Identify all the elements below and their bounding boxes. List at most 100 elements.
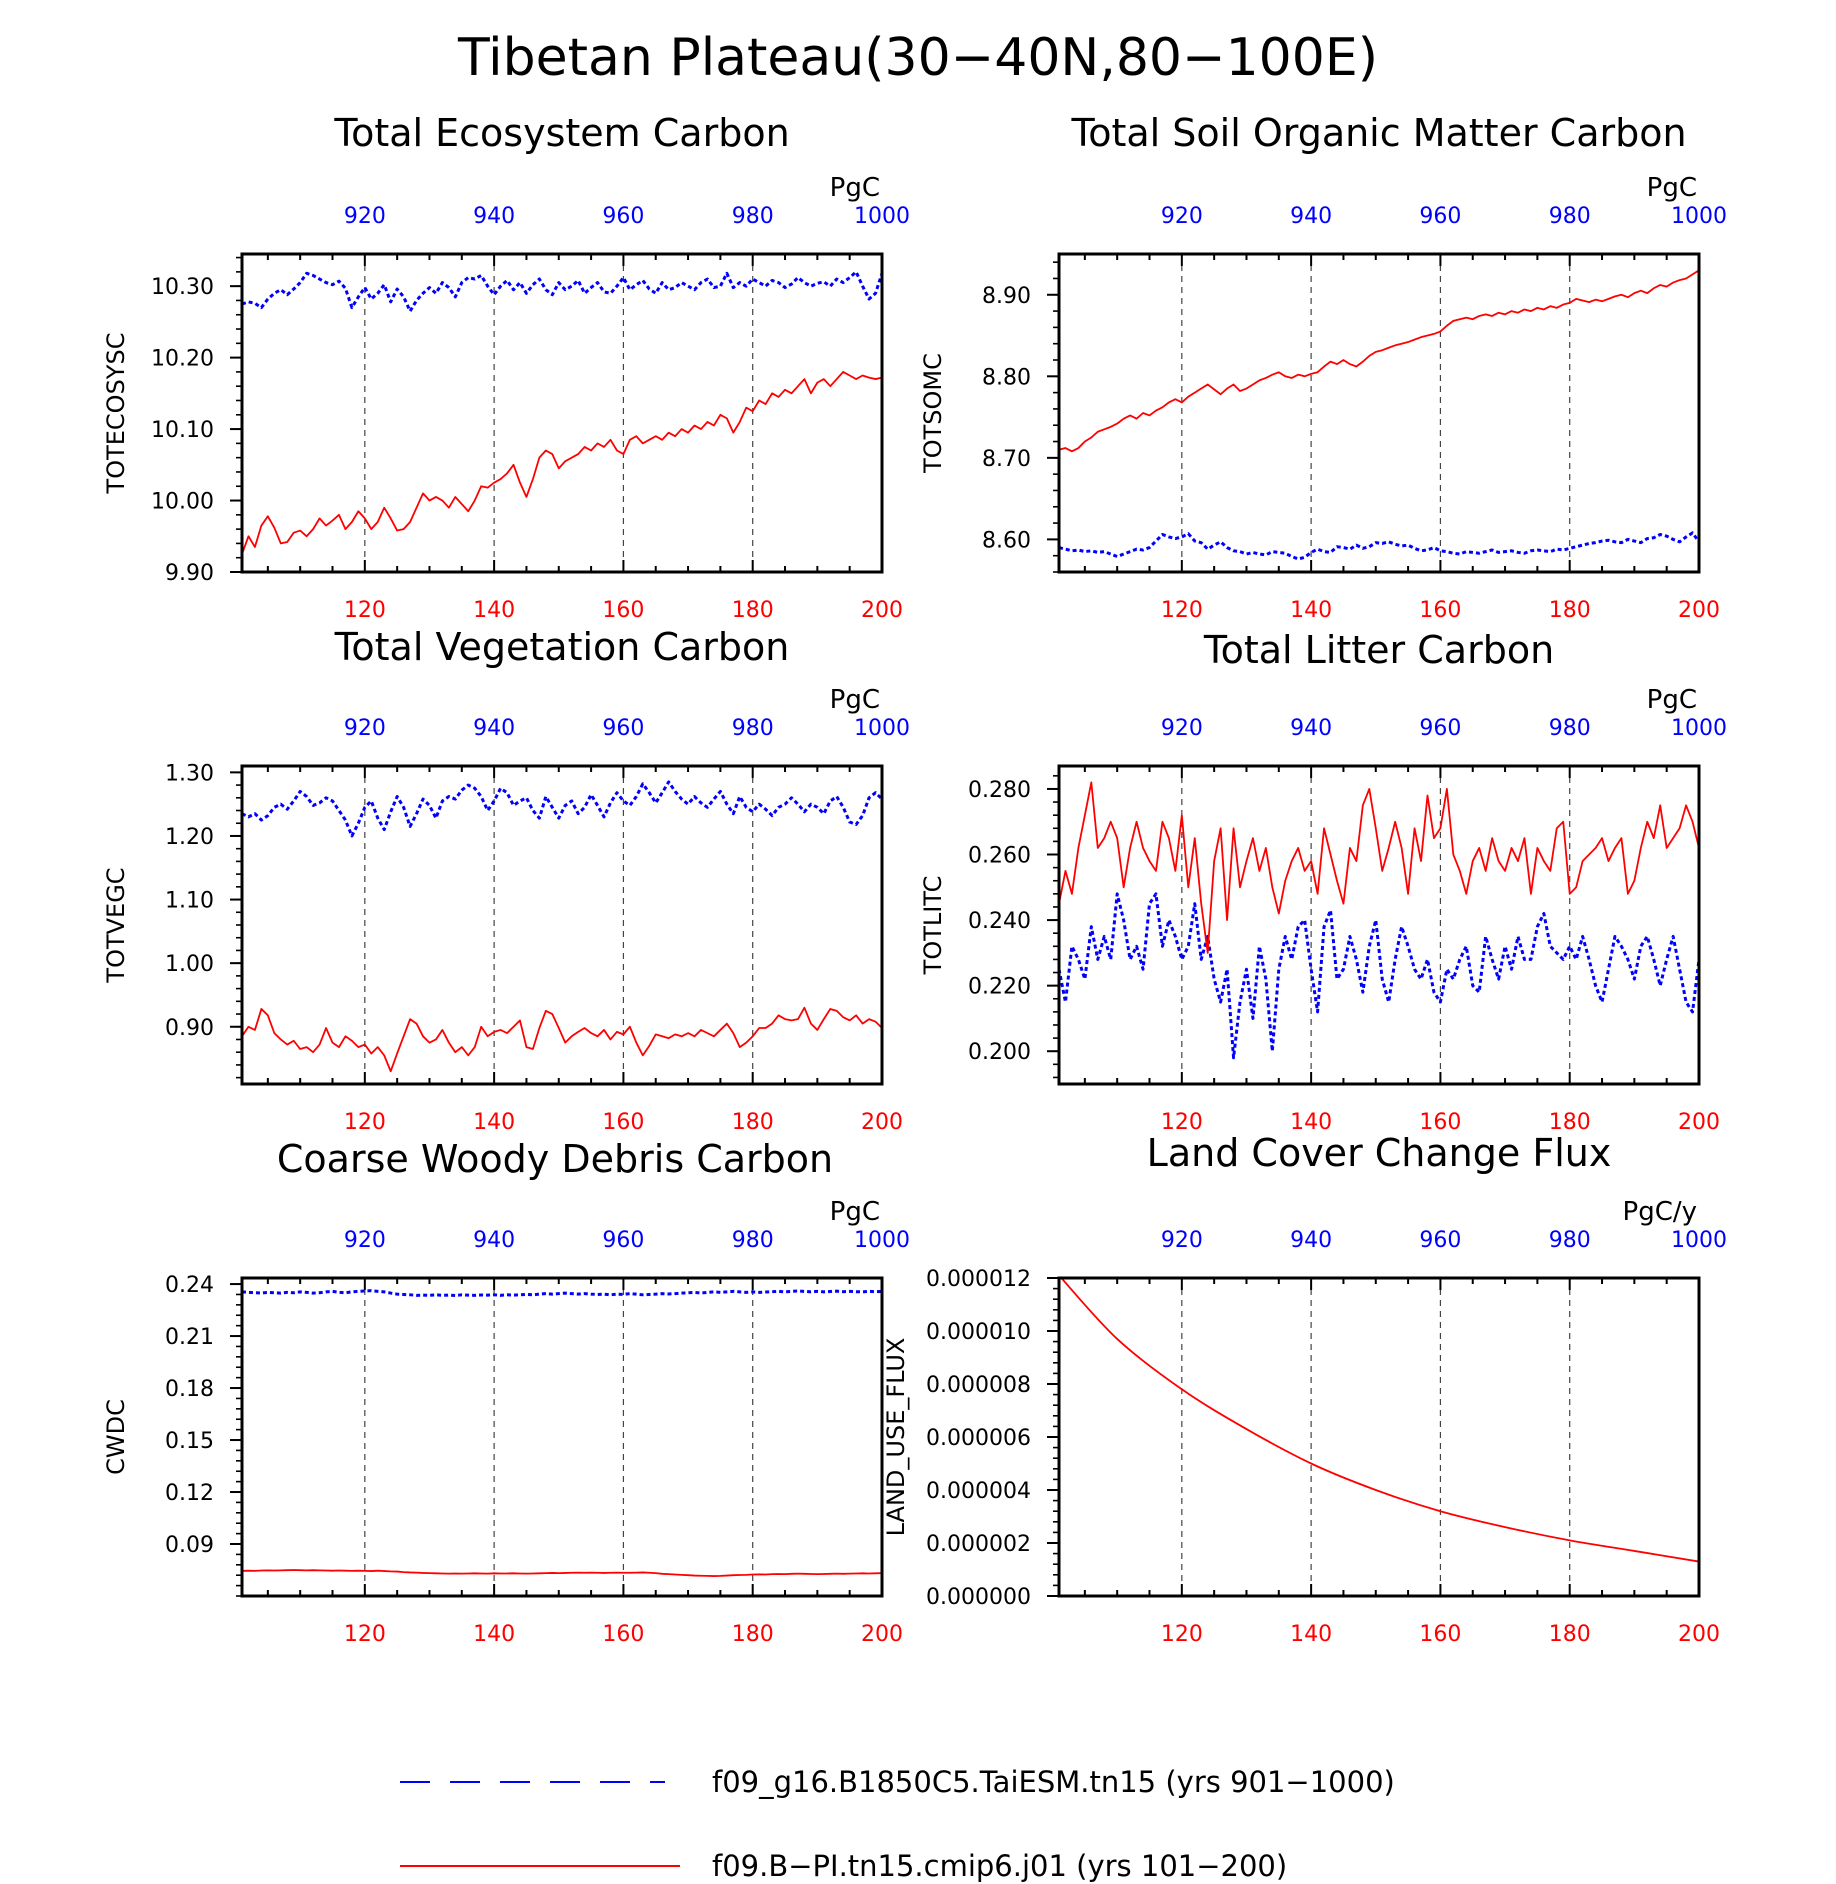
x-tick-label-bottom: 200: [861, 1110, 903, 1135]
x-tick-label-bottom: 160: [602, 598, 644, 623]
chart-panel: Land Cover Change Flux 0.000000 0.000002 0.…: [882, 1131, 1727, 1647]
x-tick-label-bottom: 140: [1290, 1110, 1332, 1135]
plot-frame: [240, 252, 884, 574]
x-tick-label-top: 1000: [854, 204, 910, 229]
legend: f09_g16.B1850C5.TaiESM.tn15 (yrs 901−100…: [400, 1765, 1395, 1883]
y-tick-label: 0.000004: [926, 1479, 1031, 1504]
x-tick-label-bottom: 180: [732, 1110, 774, 1135]
x-tick-label-top: 920: [344, 1228, 386, 1253]
legend-series-b-label: f09.B−PI.tn15.cmip6.j01 (yrs 101−200): [712, 1849, 1287, 1883]
x-tick-label-bottom: 120: [344, 1110, 386, 1135]
x-tick-label-top: 940: [473, 716, 515, 741]
x-tick-label-bottom: 200: [1678, 1622, 1720, 1647]
series-line-cmip6: [242, 371, 882, 555]
x-tick-label-top: 1000: [1671, 1228, 1727, 1253]
chart-panel: Total Litter Carbon 0.200 0.220 0.240 0.260 0…: [919, 628, 1727, 1135]
series-line-cmip6: [1060, 1278, 1699, 1563]
unit-label: PgC/y: [1623, 1197, 1697, 1227]
x-tick-label-bottom: 180: [1549, 1110, 1591, 1135]
unit-label: PgC: [1647, 685, 1697, 715]
x-tick-label-bottom: 180: [732, 598, 774, 623]
x-tick-label-top: 920: [344, 716, 386, 741]
x-tick-label-top: 980: [1549, 204, 1591, 229]
y-tick-label: 10.00: [151, 490, 214, 515]
y-tick-label: 0.240: [968, 909, 1031, 934]
y-tick-label: 0.000010: [926, 1320, 1031, 1345]
x-tick-label-top: 960: [1419, 716, 1461, 741]
y-axis-label: TOTECOSYSC: [102, 333, 130, 495]
x-tick-label-bottom: 140: [473, 1110, 515, 1135]
figure-title: Tibetan Plateau(30−40N,80−100E): [457, 28, 1378, 88]
plot-frame: [1057, 252, 1701, 574]
x-tick-label-top: 940: [1290, 716, 1332, 741]
x-tick-label-top: 960: [602, 204, 644, 229]
y-tick-label: 8.70: [982, 447, 1031, 472]
y-tick-label: 0.280: [968, 778, 1031, 803]
x-tick-label-bottom: 200: [1678, 1110, 1720, 1135]
x-tick-label-bottom: 160: [1419, 1622, 1461, 1647]
x-tick-label-top: 940: [473, 204, 515, 229]
y-axis-label: CWDC: [102, 1399, 130, 1475]
chart-title: Total Ecosystem Carbon: [333, 111, 789, 155]
x-tick-label-bottom: 200: [861, 598, 903, 623]
y-tick-label: 0.90: [165, 1016, 214, 1041]
y-tick-label: 0.15: [165, 1429, 214, 1454]
y-tick-label: 10.10: [151, 418, 214, 443]
y-tick-label: 8.90: [982, 284, 1031, 309]
x-tick-label-bottom: 140: [473, 1622, 515, 1647]
y-tick-label: 0.200: [968, 1040, 1031, 1065]
x-tick-label-top: 940: [473, 1228, 515, 1253]
panels-container: Total Ecosystem Carbon 9.90 10.00 10.10 10.2…: [102, 111, 1727, 1647]
x-tick-label-bottom: 140: [1290, 1622, 1332, 1647]
plot-frame: [1057, 764, 1701, 1086]
y-tick-label: 8.80: [982, 365, 1031, 390]
x-tick-label-top: 1000: [854, 1228, 910, 1253]
x-tick-label-top: 940: [1290, 204, 1332, 229]
x-tick-label-top: 980: [1549, 1228, 1591, 1253]
x-tick-label-bottom: 120: [1161, 1622, 1203, 1647]
chart-panel: Total Ecosystem Carbon 9.90 10.00 10.10 10.2…: [102, 111, 910, 623]
plot-frame: [240, 1276, 884, 1598]
series-line-cmip6: [1059, 269, 1699, 453]
x-tick-label-top: 920: [1161, 204, 1203, 229]
y-tick-label: 10.30: [151, 275, 214, 300]
x-tick-label-top: 920: [1161, 716, 1203, 741]
y-tick-label: 0.09: [165, 1533, 214, 1558]
x-tick-label-bottom: 160: [1419, 1110, 1461, 1135]
y-tick-label: 1.10: [165, 889, 214, 914]
unit-label: PgC: [830, 685, 880, 715]
x-tick-label-bottom: 140: [1290, 598, 1332, 623]
chart-title: Total Vegetation Carbon: [334, 625, 790, 669]
y-tick-label: 0.000002: [926, 1532, 1031, 1557]
series-line-taiesm: [242, 270, 882, 313]
unit-label: PgC: [1647, 173, 1697, 203]
series-line-cmip6: [242, 1006, 882, 1073]
y-tick-label: 0.260: [968, 844, 1031, 869]
y-tick-label: 0.000012: [926, 1267, 1031, 1292]
y-tick-label: 1.30: [165, 761, 214, 786]
series-line-taiesm: [1059, 892, 1699, 1060]
x-tick-label-top: 980: [732, 204, 774, 229]
x-tick-label-bottom: 120: [1161, 1110, 1203, 1135]
x-tick-label-bottom: 160: [602, 1110, 644, 1135]
chart-title: Coarse Woody Debris Carbon: [277, 1137, 833, 1181]
x-tick-label-bottom: 120: [344, 1622, 386, 1647]
chart-title: Total Litter Carbon: [1203, 628, 1554, 672]
x-tick-label-bottom: 200: [861, 1622, 903, 1647]
x-tick-label-bottom: 180: [1549, 598, 1591, 623]
chart-title: Land Cover Change Flux: [1147, 1131, 1612, 1175]
x-tick-label-top: 940: [1290, 1228, 1332, 1253]
x-tick-label-bottom: 140: [473, 598, 515, 623]
y-tick-label: 1.00: [165, 952, 214, 977]
y-tick-label: 9.90: [165, 561, 214, 586]
y-tick-label: 0.000006: [926, 1426, 1031, 1451]
x-tick-label-bottom: 200: [1678, 598, 1720, 623]
x-tick-label-top: 980: [732, 716, 774, 741]
unit-label: PgC: [830, 1197, 880, 1227]
y-axis-label: TOTVEGC: [102, 867, 130, 983]
y-axis-label: TOTLITC: [919, 876, 947, 976]
y-tick-label: 0.220: [968, 975, 1031, 1000]
y-tick-label: 0.12: [165, 1481, 214, 1506]
y-tick-label: 0.24: [165, 1273, 214, 1298]
y-tick-label: 8.60: [982, 528, 1031, 553]
